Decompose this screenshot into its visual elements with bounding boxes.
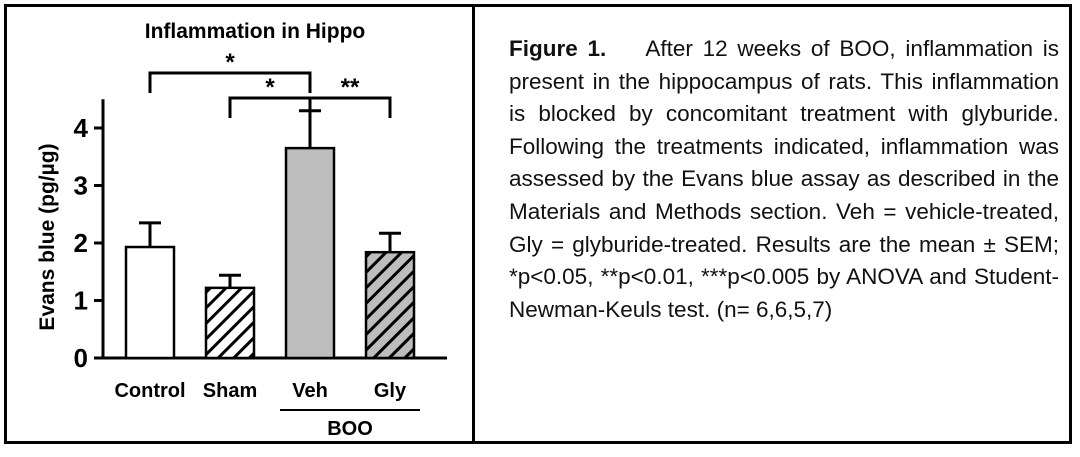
significance-label: * (225, 49, 235, 76)
x-tick-label-control: Control (114, 380, 185, 402)
caption-text: After 12 weeks of BOO, inflammation is p… (509, 36, 1059, 322)
group-label-boo: BOO (327, 418, 373, 440)
significance-bracket (148, 71, 312, 93)
y-tick-label: 3 (74, 171, 88, 201)
y-tick-label: 4 (74, 113, 89, 143)
x-tick-label-gly: Gly (374, 380, 407, 402)
bar-veh (284, 146, 336, 360)
panel-divider (472, 7, 475, 441)
y-tick-label: 1 (74, 286, 88, 316)
x-tick-label-veh: Veh (292, 380, 328, 402)
figure-caption: Figure 1. After 12 weeks of BOO, inflamm… (509, 33, 1059, 326)
caption-label: Figure 1. (509, 36, 607, 61)
bar-control (124, 245, 176, 360)
bar-chart: Inflammation in Hippo Evans blue (pg/µg)… (36, 20, 447, 440)
bar-sham (204, 286, 256, 360)
significance-bracket (228, 96, 312, 118)
x-tick-label-sham: Sham (203, 380, 257, 402)
significance-label: * (265, 74, 275, 101)
y-tick-label: 0 (74, 343, 88, 373)
bar-gly (364, 250, 416, 360)
y-tick-label: 2 (74, 228, 88, 258)
chart-title: Inflammation in Hippo (145, 20, 366, 43)
chart-panel: Inflammation in Hippo Evans blue (pg/µg)… (7, 7, 472, 441)
y-axis-label: Evans blue (pg/µg) (36, 143, 59, 330)
significance-bracket (308, 96, 392, 118)
figure-frame: Inflammation in Hippo Evans blue (pg/µg)… (4, 4, 1072, 444)
significance-label: ** (341, 74, 360, 101)
